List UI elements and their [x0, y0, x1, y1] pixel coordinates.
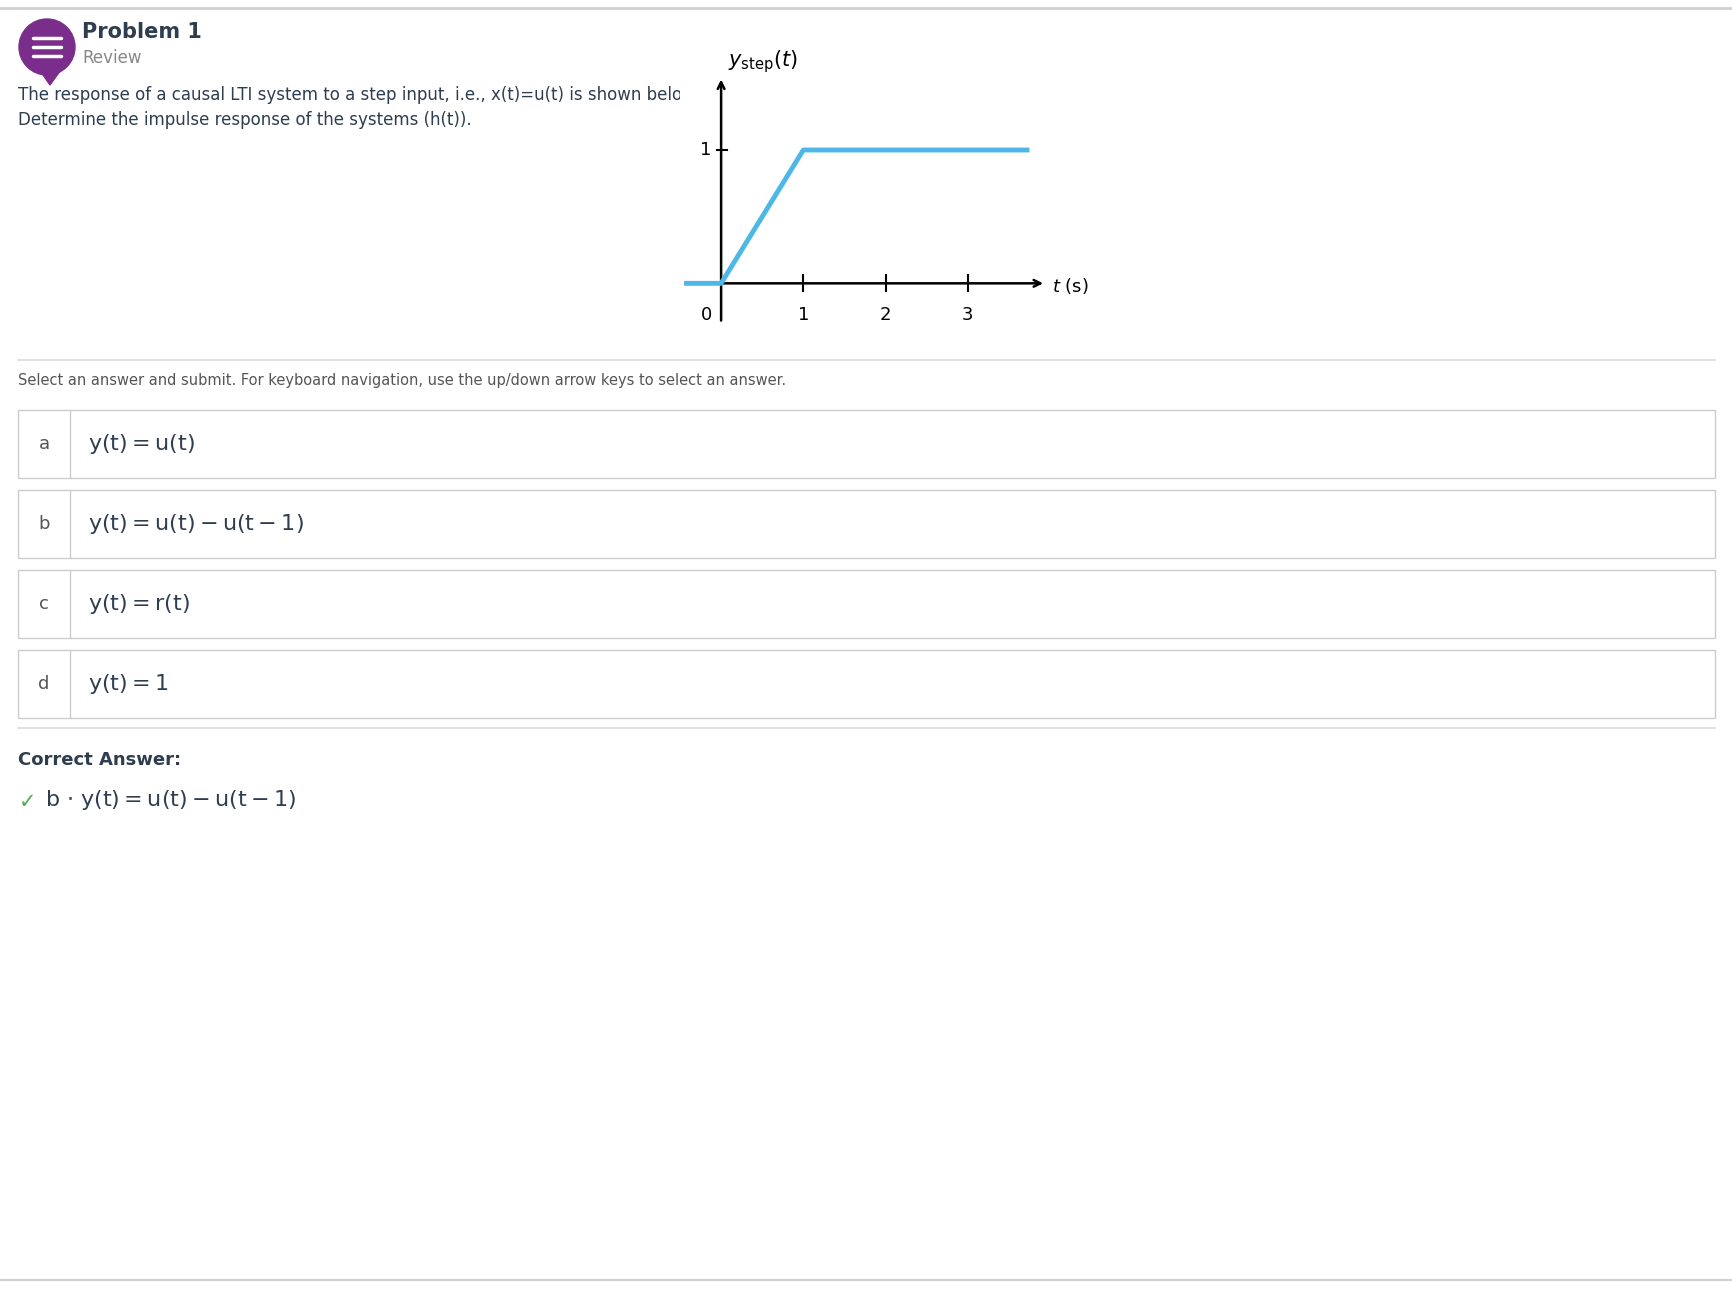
Text: $\mathrm{y(t) = r(t)}$: $\mathrm{y(t) = r(t)}$ [88, 592, 191, 616]
Polygon shape [40, 67, 62, 85]
Text: Select an answer and submit. For keyboard navigation, use the up/down arrow keys: Select an answer and submit. For keyboar… [17, 373, 786, 388]
Text: The response of a causal LTI system to a step input, i.e., x(t)=u(t) is shown be: The response of a causal LTI system to a… [17, 86, 701, 104]
Text: Determine the impulse response of the systems (h(t)).: Determine the impulse response of the sy… [17, 111, 471, 129]
Text: $\mathrm{y(t) = 1}$: $\mathrm{y(t) = 1}$ [88, 672, 168, 696]
Text: 2: 2 [880, 305, 890, 324]
Text: Problem 1: Problem 1 [81, 22, 201, 43]
Text: Review: Review [81, 49, 142, 67]
Text: $y_{\rm{step}}(\it{t})$: $y_{\rm{step}}(\it{t})$ [727, 49, 797, 75]
Bar [17, 650, 1715, 718]
Text: b: b [38, 516, 50, 532]
Text: 1: 1 [700, 141, 710, 159]
Bar [17, 490, 1715, 558]
Circle shape [19, 19, 74, 75]
Text: 0: 0 [700, 305, 712, 324]
Text: c: c [40, 596, 48, 614]
Text: b $\cdot$ $\mathrm{y(t) = u(t) - u(t-1)}$: b $\cdot$ $\mathrm{y(t) = u(t) - u(t-1)}… [45, 788, 296, 812]
Text: $\it{t}$ (s): $\it{t}$ (s) [1051, 276, 1088, 296]
Bar [17, 410, 1715, 478]
Text: Correct Answer:: Correct Answer: [17, 751, 182, 770]
Text: 1: 1 [797, 305, 809, 324]
Bar [17, 570, 1715, 638]
Text: a: a [38, 434, 50, 452]
Text: $\checkmark$: $\checkmark$ [17, 790, 35, 809]
Text: 3: 3 [961, 305, 973, 324]
Text: $\mathrm{y(t) = u(t) - u(t-1)}$: $\mathrm{y(t) = u(t) - u(t-1)}$ [88, 512, 303, 536]
Text: d: d [38, 675, 50, 693]
Text: $\mathrm{y(t) = u(t)}$: $\mathrm{y(t) = u(t)}$ [88, 432, 194, 456]
